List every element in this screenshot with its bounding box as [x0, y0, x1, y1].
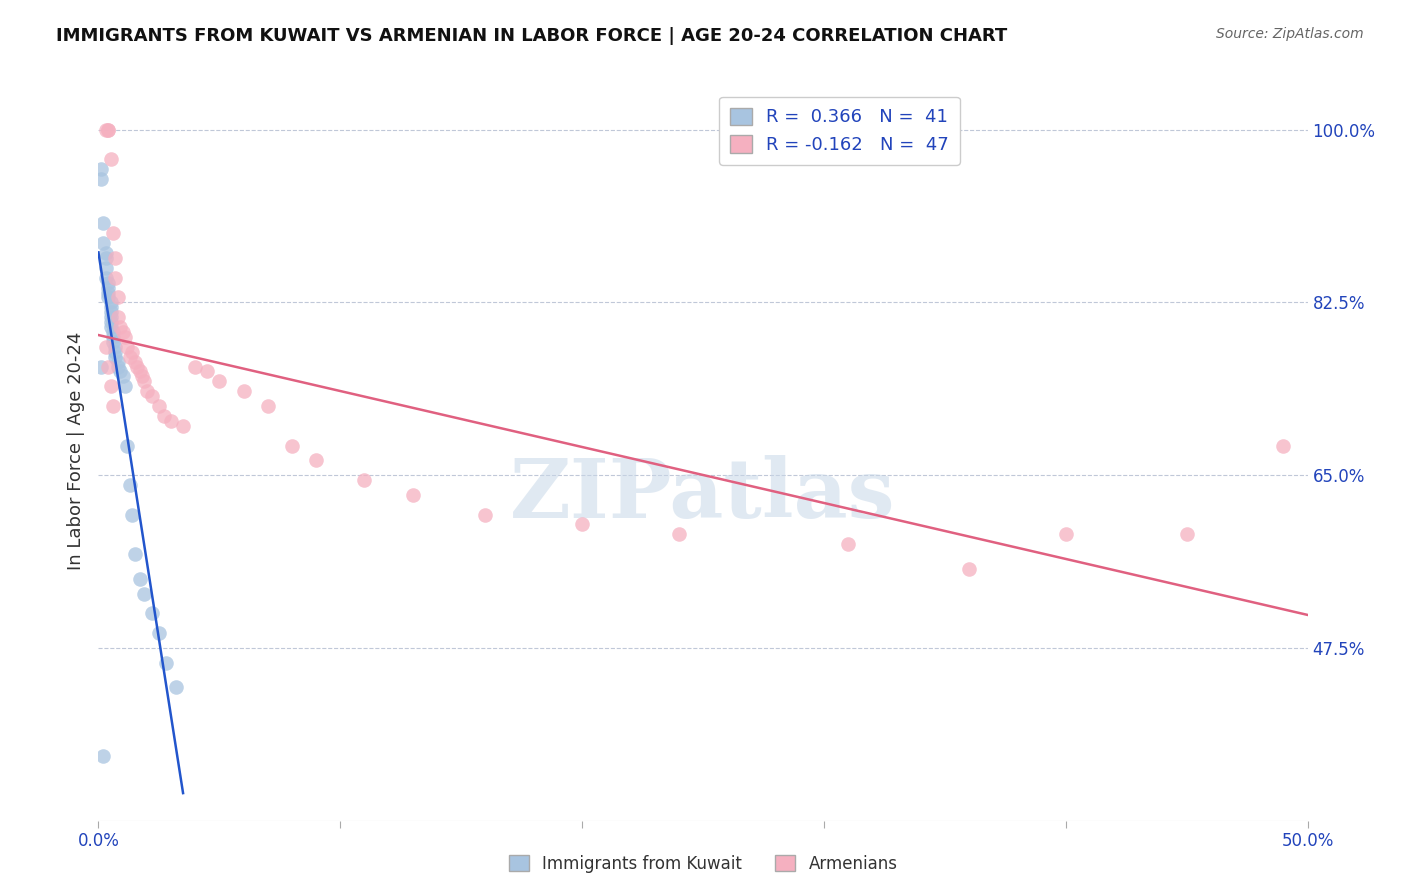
Point — [141, 389, 163, 403]
Point — [101, 399, 124, 413]
Point — [117, 438, 139, 452]
Point — [134, 375, 156, 389]
Point — [94, 251, 117, 265]
Point — [94, 260, 117, 275]
Point — [160, 414, 183, 428]
Point — [148, 626, 170, 640]
Point — [114, 379, 136, 393]
Point — [97, 280, 120, 294]
Point — [94, 340, 117, 354]
Point — [104, 270, 127, 285]
Point — [141, 607, 163, 621]
Point — [114, 330, 136, 344]
Point — [957, 562, 980, 576]
Point — [90, 359, 112, 374]
Point — [121, 508, 143, 522]
Point — [97, 122, 120, 136]
Point — [100, 310, 122, 325]
Point — [100, 320, 122, 334]
Text: IMMIGRANTS FROM KUWAIT VS ARMENIAN IN LABOR FORCE | AGE 20-24 CORRELATION CHART: IMMIGRANTS FROM KUWAIT VS ARMENIAN IN LA… — [56, 27, 1008, 45]
Point — [91, 749, 114, 764]
Point — [402, 488, 425, 502]
Point — [118, 478, 141, 492]
Point — [100, 301, 122, 315]
Point — [135, 384, 157, 399]
Point — [134, 586, 156, 600]
Point — [281, 438, 304, 452]
Point — [128, 364, 150, 378]
Point — [90, 172, 112, 186]
Point — [91, 216, 114, 230]
Point — [101, 227, 124, 241]
Point — [155, 656, 177, 670]
Point — [118, 350, 141, 364]
Point — [148, 399, 170, 413]
Point — [94, 122, 117, 136]
Y-axis label: In Labor Force | Age 20-24: In Labor Force | Age 20-24 — [66, 331, 84, 570]
Point — [131, 369, 153, 384]
Point — [128, 572, 150, 586]
Point — [104, 350, 127, 364]
Point — [111, 325, 134, 339]
Point — [100, 153, 122, 167]
Point — [124, 547, 146, 561]
Point — [104, 251, 127, 265]
Text: ZIPatlas: ZIPatlas — [510, 455, 896, 535]
Point — [97, 359, 120, 374]
Point — [195, 364, 218, 378]
Point — [571, 517, 593, 532]
Legend: R =  0.366   N =  41, R = -0.162   N =  47: R = 0.366 N = 41, R = -0.162 N = 47 — [720, 96, 960, 165]
Point — [1175, 527, 1198, 541]
Point — [111, 369, 134, 384]
Point — [107, 310, 129, 325]
Point — [91, 236, 114, 251]
Point — [1272, 438, 1295, 452]
Point — [101, 330, 124, 344]
Point — [837, 537, 859, 551]
Point — [353, 473, 375, 487]
Point — [107, 359, 129, 374]
Point — [97, 276, 120, 290]
Point — [101, 325, 124, 339]
Point — [100, 295, 122, 310]
Point — [97, 122, 120, 136]
Point — [305, 453, 328, 467]
Point — [232, 384, 254, 399]
Point — [127, 359, 149, 374]
Point — [107, 354, 129, 368]
Point — [90, 162, 112, 177]
Point — [184, 359, 207, 374]
Point — [172, 418, 194, 433]
Point — [165, 681, 187, 695]
Point — [100, 379, 122, 393]
Point — [668, 527, 690, 541]
Point — [117, 340, 139, 354]
Point — [94, 246, 117, 260]
Point — [100, 315, 122, 329]
Point — [107, 290, 129, 304]
Point — [104, 344, 127, 359]
Point — [108, 320, 131, 334]
Legend: Immigrants from Kuwait, Armenians: Immigrants from Kuwait, Armenians — [502, 848, 904, 880]
Point — [104, 340, 127, 354]
Point — [108, 364, 131, 378]
Point — [208, 375, 231, 389]
Point — [121, 344, 143, 359]
Point — [100, 305, 122, 319]
Point — [94, 270, 117, 285]
Text: Source: ZipAtlas.com: Source: ZipAtlas.com — [1216, 27, 1364, 41]
Point — [1054, 527, 1077, 541]
Point — [97, 290, 120, 304]
Point — [101, 334, 124, 349]
Point — [152, 409, 174, 423]
Point — [124, 354, 146, 368]
Point — [256, 399, 278, 413]
Point — [97, 285, 120, 300]
Point — [474, 508, 496, 522]
